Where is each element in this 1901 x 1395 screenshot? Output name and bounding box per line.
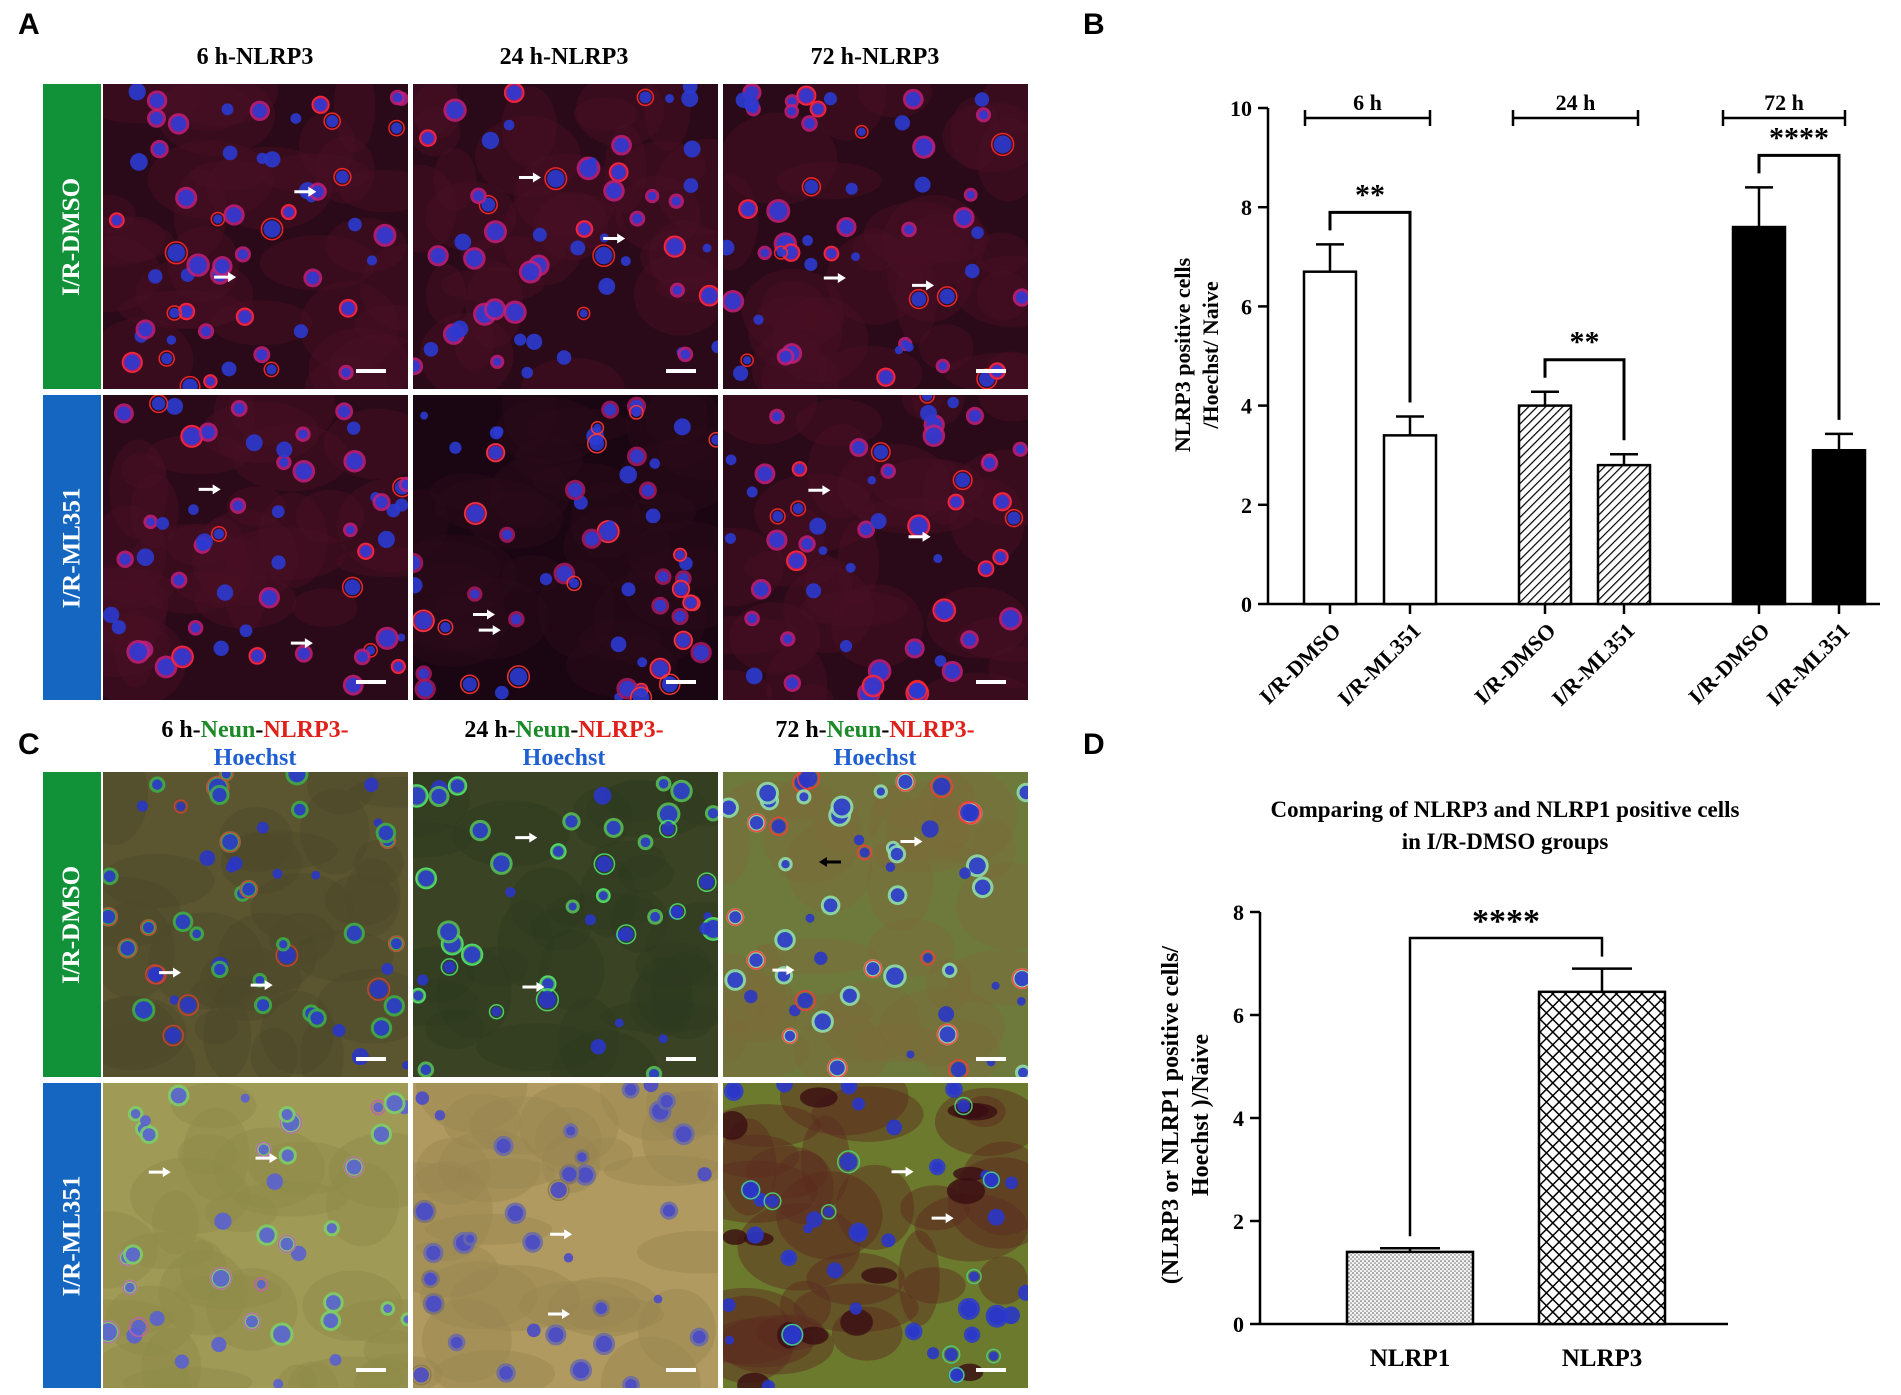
micrograph-c-24h-ml351 xyxy=(413,1083,718,1388)
chart-b-sig-bracket xyxy=(1328,210,1412,403)
panel-c-col-title-6h: 6 h-Neun-NLRP3- Hoechst xyxy=(161,717,349,771)
chart-b-y-tick-label: 8 xyxy=(1241,195,1252,220)
panel-a-row-label-ml351-text: I/R-ML351 xyxy=(58,487,86,608)
chart-d-sig-label: **** xyxy=(1472,903,1540,940)
micrograph-a-6h-ml351 xyxy=(103,395,408,700)
chart-b-y-tick-label: 10 xyxy=(1230,96,1252,121)
chart-b-x-tick-label: I/R-DMSO xyxy=(1254,618,1345,709)
chart-d-ylabel: (NLRP3 or NLRP1 positive cells/Hoechst )… xyxy=(1158,946,1214,1285)
chart-b-bar xyxy=(1731,225,1787,606)
chart-b-x-tick-label: I/R-DMSO xyxy=(1469,618,1560,709)
micrograph-a-6h-dmso xyxy=(103,84,408,389)
micrograph-c-72h-dmso xyxy=(723,772,1028,1077)
chart-b-y-tick-label: 4 xyxy=(1241,394,1252,419)
chart-b-bar xyxy=(1811,448,1867,606)
chart-b-sig-label: ** xyxy=(1570,326,1600,359)
chart-d-sig-bracket xyxy=(1408,936,1604,1237)
chart-b-y-tick-label: 2 xyxy=(1241,493,1252,518)
chart-b-x-tick-label: I/R-ML351 xyxy=(1333,618,1426,711)
panel-c-col-title-72h: 72 h-Neun-NLRP3- Hoechst xyxy=(775,717,975,771)
chart-b-sig-bracket xyxy=(1543,358,1626,441)
micrograph-a-72h-ml351 xyxy=(723,395,1028,700)
micrograph-c-24h-dmso xyxy=(413,772,718,1077)
chart-d-y-tick-label: 4 xyxy=(1233,1106,1244,1131)
chart-b-group-label: 6 h xyxy=(1353,90,1382,115)
chart-d-title: Comparing of NLRP3 and NLRP1 positive ce… xyxy=(1271,797,1740,854)
panel-a-col-title-6h: 6 h-NLRP3 xyxy=(196,44,314,70)
micrograph-a-24h-ml351 xyxy=(413,395,718,700)
chart-d-y-tick-label: 8 xyxy=(1233,900,1244,925)
panel-c-row-label-ml351-text: I/R-ML351 xyxy=(58,1175,86,1296)
chart-b-x-tick-label: I/R-DMSO xyxy=(1683,618,1774,709)
chart-b-sig-label: ** xyxy=(1355,178,1385,211)
panel-a-col-title-24h: 24 h-NLRP3 xyxy=(499,44,629,70)
chart-d-bar xyxy=(1537,990,1667,1326)
panel-c-row-label-dmso-text: I/R-DMSO xyxy=(58,865,85,984)
chart-b-y-tick-label: 6 xyxy=(1241,294,1252,319)
panel-a-row-label-ml351: I/R-ML351 xyxy=(43,395,101,700)
chart-d-y-tick-label: 6 xyxy=(1233,1003,1244,1028)
chart-b-ylabel: NLRP3 positive cells/Hoechst/ Naive xyxy=(1170,257,1223,452)
panel-a-row-label-dmso: I/R-DMSO xyxy=(43,84,101,389)
chart-d-y-tick-label: 0 xyxy=(1233,1312,1244,1337)
chart-b-bar xyxy=(1382,434,1438,606)
chart-b-group-label: 24 h xyxy=(1556,90,1596,115)
chart-b-bar xyxy=(1517,404,1573,606)
chart-d-x-tick-label: NLRP3 xyxy=(1562,1345,1643,1372)
chart-d-y-tick-label: 2 xyxy=(1233,1209,1244,1234)
panel-letter-d: D xyxy=(1083,728,1105,761)
chart-b-group-label: 72 h xyxy=(1764,90,1804,115)
panel-letter-b: B xyxy=(1083,8,1105,41)
chart-d-x-tick-label: NLRP1 xyxy=(1370,1345,1451,1372)
micrograph-c-6h-ml351 xyxy=(103,1083,408,1388)
panel-c-row-label-dmso: I/R-DMSO xyxy=(43,772,101,1077)
chart-b-x-tick-label: I/R-ML351 xyxy=(1547,618,1640,711)
chart-b-x-tick-label: I/R-ML351 xyxy=(1762,618,1855,711)
micrograph-a-24h-dmso xyxy=(413,84,718,389)
panel-c-row-label-ml351: I/R-ML351 xyxy=(43,1083,101,1388)
chart-b-sig-label: **** xyxy=(1769,121,1829,154)
chart-d-bar xyxy=(1345,1250,1475,1326)
panel-a-col-title-72h: 72 h-NLRP3 xyxy=(810,44,940,70)
micrograph-a-72h-dmso xyxy=(723,84,1028,389)
panel-a-row-label-dmso-text: I/R-DMSO xyxy=(58,177,85,296)
panel-c-col-title-24h: 24 h-Neun-NLRP3- Hoechst xyxy=(464,717,664,771)
chart-b-bar xyxy=(1596,463,1652,606)
chart-b-sig-bracket xyxy=(1757,153,1841,420)
chart-b-y-tick-label: 0 xyxy=(1241,592,1252,617)
micrograph-c-72h-ml351 xyxy=(723,1083,1028,1388)
panel-letter-a: A xyxy=(18,8,40,41)
chart-b-bar xyxy=(1302,270,1358,606)
micrograph-c-6h-dmso xyxy=(103,772,408,1077)
panel-letter-c: C xyxy=(18,728,40,761)
